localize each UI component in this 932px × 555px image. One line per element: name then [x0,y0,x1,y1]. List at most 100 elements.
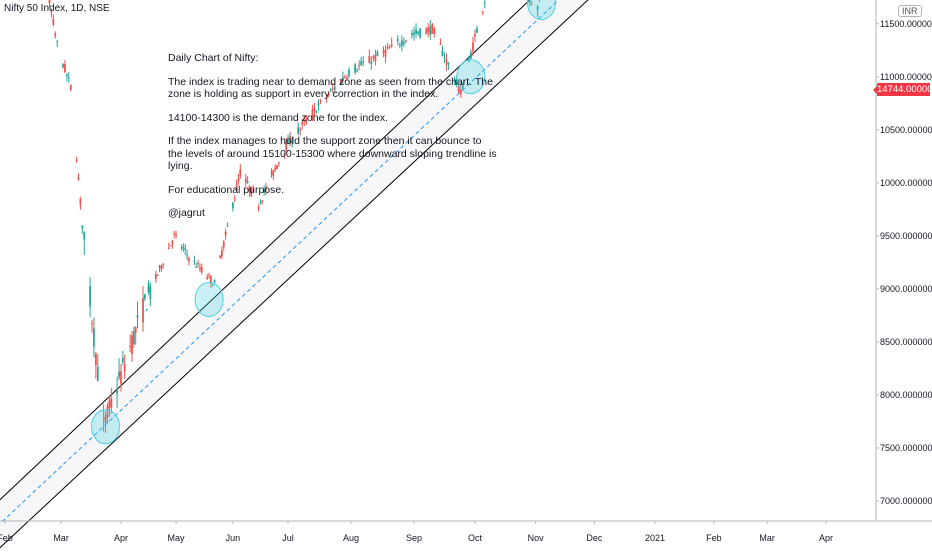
candle-body [219,255,221,258]
candle-body [246,181,249,183]
candle-body [530,3,533,5]
candle-body [197,262,199,264]
candle-body [193,260,196,262]
x-tick-label: Aug [343,533,359,543]
x-tick-label: Mar [53,533,69,543]
candle-body [461,85,464,89]
candle-body [305,119,308,124]
candle-body [331,88,334,90]
candle-body [56,40,59,42]
x-tick-label: Feb [0,533,13,543]
y-tick-label: 11000.000000 [880,72,932,82]
candle-body [208,274,210,276]
candle-body [301,122,304,125]
channel-upper-line [0,0,531,501]
candle-body [224,231,227,236]
candle-body [481,11,484,13]
candle-body [325,97,328,99]
candle-body [158,265,161,268]
candle-body [149,286,152,299]
candle-body [419,28,422,38]
candle-body [160,265,163,269]
candle-body [259,201,262,204]
candle-body [291,141,293,143]
candle-body [222,241,225,248]
annotation-paragraph: 14100-14300 is the demand zone for the i… [168,111,389,124]
candle-body [528,0,531,3]
candle-body [398,45,401,47]
y-tick-label: 9000.000000 [880,284,932,294]
x-tick-label: Mar [759,533,775,543]
x-tick-label: May [168,533,186,543]
x-tick-label: Sep [406,533,422,543]
candle-body [147,283,150,293]
candle-body [441,50,444,56]
candle-body [348,70,350,76]
candle-body [362,61,365,63]
candle-body [261,200,264,202]
candle-body [167,248,170,250]
candle-body [239,169,242,177]
candle-body [252,190,255,192]
y-tick-label: 10000.000000 [880,178,932,188]
x-tick-label: Jul [282,533,294,543]
candle-body [83,231,86,240]
candle-body [470,52,472,59]
x-tick-label: Nov [528,533,545,543]
candle-body [319,100,322,102]
candle-body [272,170,275,177]
candle-body [315,111,318,114]
candles-layer [48,0,541,433]
candle-body [232,203,234,209]
candle-body [425,28,428,34]
candle-body [276,165,278,169]
y-tick-label: 8500.000000 [880,337,932,347]
candle-body [453,80,456,83]
candle-body [283,153,286,155]
candle-body [248,186,251,192]
candle-body [289,135,291,144]
candle-body [221,250,223,257]
candle-body [344,77,346,79]
x-tick-label: Feb [706,533,722,543]
candle-body [175,234,177,236]
candle-body [415,29,417,34]
candle-body [52,18,55,25]
candle-body [62,64,64,68]
candle-body [186,254,188,256]
candle-body [154,274,157,279]
candle-body [195,266,198,268]
candle-body [233,198,236,200]
annotation-author: @jagrut [168,207,205,219]
candle-body [327,94,330,96]
candle-body [270,172,273,175]
candle-body [299,128,302,131]
candle-body [81,225,84,229]
candle-body [200,267,203,273]
candle-body [433,28,436,34]
annotation-text[interactable]: Daily Chart of Nifty: The index is tradi… [168,52,498,231]
candle-body [65,74,68,76]
y-tick-label: 10500.000000 [880,125,932,135]
candle-body [131,335,133,354]
candle-body [108,400,111,409]
candle-body [341,77,344,81]
candle-body [400,40,403,46]
candle-body [417,31,419,34]
candle-body [329,89,332,91]
y-tick-label: 8000.000000 [880,390,932,400]
annotation-paragraph: For educational purpose. [168,183,285,196]
candle-body [102,418,105,420]
candle-body [250,187,253,196]
candle-body [206,276,209,279]
candle-body [211,284,214,287]
candle-body [156,274,159,276]
currency-badge[interactable]: INR [898,5,922,17]
candle-body [333,86,336,90]
candle-body [129,345,132,348]
x-tick-label: Apr [819,533,833,543]
candle-body [370,61,373,65]
candle-body [96,367,99,381]
annotation-paragraph: If the index manages to hold the support… [168,135,497,172]
